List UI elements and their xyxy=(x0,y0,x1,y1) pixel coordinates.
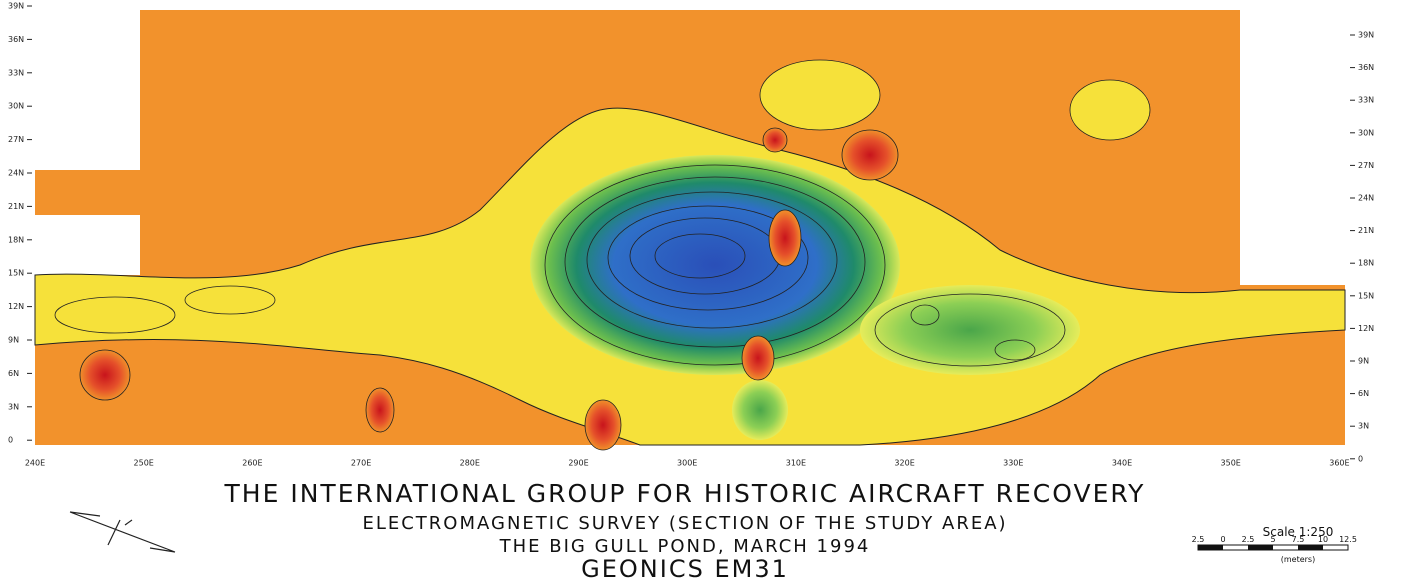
subtitle: THE BIG GULL POND, MARCH 1994 xyxy=(499,536,871,557)
left-tick-label: 36N xyxy=(8,35,24,44)
scale-tick-label: 10 xyxy=(1318,535,1328,544)
right-tick-label: 3N xyxy=(1358,422,1369,431)
right-tick-label: 18N xyxy=(1358,259,1374,268)
north-arrow xyxy=(70,512,175,552)
bottom-tick-label: 240E xyxy=(25,459,45,468)
left-tick-label: 18N xyxy=(8,235,24,244)
high-spot xyxy=(585,400,621,450)
right-tick-label: 36N xyxy=(1358,63,1374,72)
scale-bar xyxy=(1198,545,1348,550)
right-tick-label: 6N xyxy=(1358,389,1369,398)
conductive-anomaly xyxy=(530,155,900,375)
right-tick-label: 24N xyxy=(1358,194,1374,203)
high-spot xyxy=(80,350,130,400)
right-tick-label: 21N xyxy=(1358,226,1374,235)
title: THE INTERNATIONAL GROUP FOR HISTORIC AIR… xyxy=(224,479,1146,508)
left-tick-label: 3N xyxy=(8,402,19,411)
bottom-tick-label: 350E xyxy=(1221,459,1241,468)
left-tick-label: 30N xyxy=(8,102,24,111)
scale-tick-label: 5 xyxy=(1270,535,1275,544)
high-spot xyxy=(842,130,898,180)
scale-tick-label: 2.5 xyxy=(1242,535,1255,544)
minor-anomaly xyxy=(732,380,788,440)
left-tick-label: 6N xyxy=(8,369,19,378)
left-tick-label: 9N xyxy=(8,336,19,345)
subtitle: ELECTROMAGNETIC SURVEY (SECTION OF THE S… xyxy=(362,513,1007,534)
bottom-tick-label: 290E xyxy=(568,459,588,468)
high-spot xyxy=(366,388,394,432)
right-tick-label: 15N xyxy=(1358,291,1374,300)
left-tick-label: 33N xyxy=(8,68,24,77)
instrument: GEONICS EM31 xyxy=(581,555,789,582)
left-tick-label: 0 xyxy=(8,436,13,445)
secondary-anomaly xyxy=(860,285,1080,375)
right-tick-label: 9N xyxy=(1358,357,1369,366)
bottom-tick-label: 280E xyxy=(460,459,480,468)
right-tick-label: 33N xyxy=(1358,96,1374,105)
right-tick-label: 39N xyxy=(1358,31,1374,40)
scale-tick-label: 2.5 xyxy=(1192,535,1205,544)
bottom-tick-label: 310E xyxy=(786,459,806,468)
bottom-tick-label: 360E xyxy=(1329,459,1349,468)
bottom-tick-label: 300E xyxy=(677,459,697,468)
bottom-tick-label: 330E xyxy=(1003,459,1023,468)
bottom-tick-label: 250E xyxy=(134,459,154,468)
left-tick-label: 15N xyxy=(8,269,24,278)
bottom-tick-label: 270E xyxy=(351,459,371,468)
scale-tick-label: 7.5 xyxy=(1292,535,1305,544)
scale-tick-label: 12.5 xyxy=(1339,535,1357,544)
right-tick-label: 0 xyxy=(1358,454,1363,463)
bottom-tick-label: 260E xyxy=(242,459,262,468)
contour-patch xyxy=(1070,80,1150,140)
bottom-tick-label: 320E xyxy=(894,459,914,468)
left-tick-label: 39N xyxy=(8,2,24,11)
bottom-tick-label: 340E xyxy=(1112,459,1132,468)
scale-unit: (meters) xyxy=(1281,555,1315,564)
page: THE INTERNATIONAL GROUP FOR HISTORIC AIR… xyxy=(0,0,1403,582)
right-tick-label: 27N xyxy=(1358,161,1374,170)
survey-map: THE INTERNATIONAL GROUP FOR HISTORIC AIR… xyxy=(0,0,1403,582)
left-tick-label: 27N xyxy=(8,135,24,144)
left-tick-label: 21N xyxy=(8,202,24,211)
right-tick-label: 12N xyxy=(1358,324,1374,333)
contour-patch xyxy=(760,60,880,130)
high-spot xyxy=(769,210,801,266)
right-tick-label: 30N xyxy=(1358,128,1374,137)
left-tick-label: 12N xyxy=(8,302,24,311)
high-spot xyxy=(763,128,787,152)
left-tick-label: 24N xyxy=(8,169,24,178)
scale-tick-label: 0 xyxy=(1220,535,1225,544)
high-spot xyxy=(742,336,774,380)
